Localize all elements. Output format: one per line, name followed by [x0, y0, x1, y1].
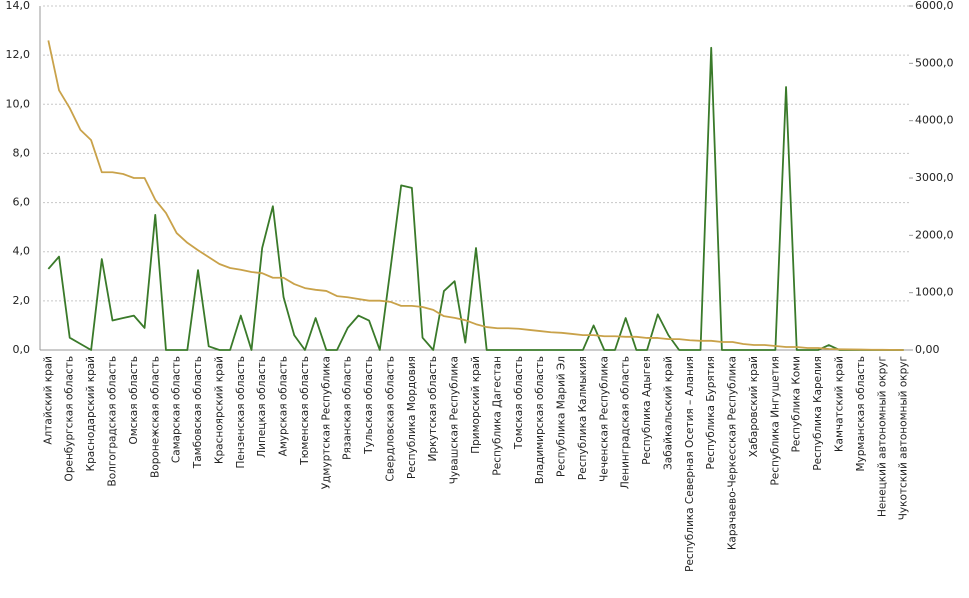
x-tick-label: Оренбургская область — [64, 356, 76, 481]
x-tick-label: Амурская область — [278, 356, 290, 456]
x-tick-label: Удмуртская Республика — [320, 356, 332, 489]
x-tick-label: Хабаровский край — [748, 356, 760, 457]
y-tick-label: 0,0 — [13, 343, 31, 356]
x-tick-label: Пензенская область — [235, 356, 247, 468]
x-tick-label: Красноярский край — [213, 356, 225, 464]
x-tick-label: Ленинградская область — [620, 356, 632, 489]
y2-tick-label: 6000,0 — [915, 0, 954, 12]
x-tick-label: Республика Адыгея — [641, 356, 653, 465]
y-tick-label: 8,0 — [13, 146, 31, 159]
x-tick-label: Краснодарский край — [85, 356, 97, 471]
x-tick-label: Воронежская область — [149, 356, 161, 478]
x-tick-label: Республика Мордовия — [406, 356, 418, 479]
x-tick-label: Липецкая область — [256, 356, 268, 458]
y-tick-label: 6,0 — [13, 196, 31, 209]
x-tick-label: Республика Коми — [791, 356, 803, 452]
x-tick-label: Чукотский автономный округ — [898, 356, 910, 520]
x-tick-label: Омская область — [128, 356, 140, 445]
x-tick-label: Тюменская область — [299, 356, 311, 466]
x-tick-label: Рязанская область — [342, 356, 354, 460]
x-tick-label: Мурманская область — [855, 356, 867, 472]
y2-tick-label: 5000,0 — [915, 56, 954, 69]
x-tick-label: Республика Калмыкия — [577, 356, 589, 480]
x-tick-label: Забайкальский край — [662, 356, 674, 470]
y-tick-label: 12,0 — [6, 48, 31, 61]
y-tick-label: 10,0 — [6, 97, 31, 110]
x-tick-label: Свердловская область — [384, 356, 396, 482]
x-tick-label: Чувашская Республика — [449, 356, 461, 484]
y2-tick-label: 3000,0 — [915, 171, 954, 184]
x-tick-label: Тульская область — [363, 356, 375, 455]
x-tick-label: Республика Бурятия — [705, 356, 717, 469]
x-tick-label: Алтайский край — [42, 356, 54, 445]
x-tick-label: Волгоградская область — [106, 356, 118, 486]
x-tick-label: Тамбовская область — [192, 356, 204, 469]
y2-tick-label: 4000,0 — [915, 114, 954, 127]
x-tick-label: Самарская область — [171, 356, 183, 463]
x-tick-label: Республика Северная Осетия – Алания — [684, 356, 696, 572]
x-tick-label: Чеченская Республика — [598, 356, 610, 482]
series-line — [47, 46, 904, 351]
x-tick-label: Иркутская область — [427, 356, 439, 462]
y2-tick-label: 1000,0 — [915, 286, 954, 299]
x-tick-label: Республика Марий Эл — [556, 356, 568, 477]
x-tick-label: Республика Карелия — [812, 356, 824, 471]
y2-tick-label: 2000,0 — [915, 228, 954, 241]
x-tick-label: Томская область — [513, 356, 525, 450]
y-tick-label: 14,0 — [6, 0, 31, 12]
x-tick-label: Республика Дагестан — [491, 356, 503, 476]
y2-tick-label: 0,00 — [915, 343, 940, 356]
x-tick-label: Карачаево-Черкесская Республика — [727, 356, 739, 550]
series-line — [47, 40, 904, 351]
y-tick-label: 2,0 — [13, 294, 31, 307]
x-tick-label: Республика Ингушетия — [769, 356, 781, 486]
y-tick-label: 4,0 — [13, 245, 31, 258]
x-tick-label: Владимирская область — [534, 356, 546, 484]
x-tick-label: Камчатский край — [834, 356, 846, 452]
x-tick-label: Ненецкий автономный округ — [876, 356, 888, 517]
x-tick-label: Приморский край — [470, 356, 482, 454]
